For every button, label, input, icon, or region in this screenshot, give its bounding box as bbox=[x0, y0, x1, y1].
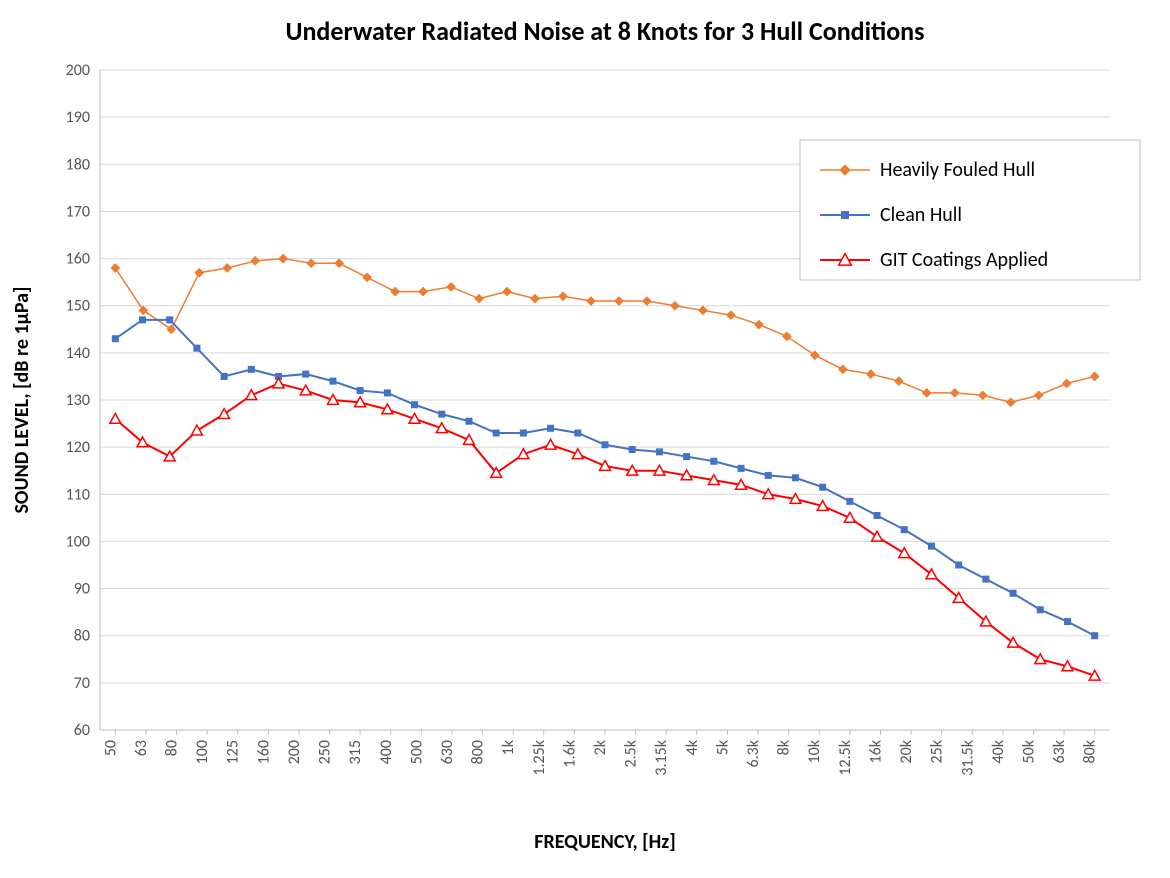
x-tick-label: 16k bbox=[866, 739, 885, 763]
y-tick-label: 180 bbox=[66, 155, 90, 174]
y-tick-label: 90 bbox=[74, 580, 90, 599]
y-tick-label: 110 bbox=[66, 485, 90, 504]
x-tick-label: 6.3k bbox=[744, 739, 763, 767]
y-tick-label: 130 bbox=[66, 391, 90, 410]
x-tick-label: 4k bbox=[683, 739, 702, 755]
y-tick-label: 100 bbox=[66, 532, 90, 551]
x-tick-label: 500 bbox=[407, 740, 426, 764]
y-axis-title: SOUND LEVEL, [dB re 1µPa] bbox=[10, 286, 34, 513]
y-tick-label: 150 bbox=[66, 297, 90, 316]
x-tick-label: 250 bbox=[316, 740, 335, 764]
x-tick-label: 20k bbox=[897, 739, 916, 763]
x-tick-label: 3.15k bbox=[652, 739, 671, 775]
x-tick-label: 40k bbox=[989, 739, 1008, 763]
x-tick-label: 63k bbox=[1050, 739, 1069, 763]
x-tick-label: 2.5k bbox=[622, 739, 641, 767]
y-tick-label: 80 bbox=[74, 627, 90, 646]
x-tick-label: 160 bbox=[254, 740, 273, 764]
x-tick-label: 31.5k bbox=[958, 739, 977, 775]
x-tick-label: 100 bbox=[193, 740, 212, 764]
legend-label: Heavily Fouled Hull bbox=[880, 158, 1035, 182]
x-tick-label: 50 bbox=[101, 740, 120, 756]
x-tick-label: 12.5k bbox=[836, 739, 855, 775]
x-tick-label: 63 bbox=[132, 740, 151, 756]
x-tick-label: 400 bbox=[377, 740, 396, 764]
x-tick-label: 10k bbox=[805, 739, 824, 763]
x-axis-title: FREQUENCY, [Hz] bbox=[534, 830, 675, 854]
y-tick-label: 170 bbox=[66, 202, 90, 221]
x-tick-label: 8k bbox=[775, 739, 794, 755]
x-tick-label: 2k bbox=[591, 739, 610, 755]
x-tick-label: 630 bbox=[438, 740, 457, 764]
x-tick-label: 315 bbox=[346, 740, 365, 764]
x-tick-label: 1.25k bbox=[530, 739, 549, 775]
y-tick-label: 140 bbox=[66, 344, 90, 363]
y-tick-label: 200 bbox=[66, 61, 90, 80]
x-tick-label: 80k bbox=[1081, 739, 1100, 763]
legend-label: GIT Coatings Applied bbox=[880, 248, 1048, 272]
x-tick-label: 5k bbox=[713, 739, 732, 755]
chart-title: Underwater Radiated Noise at 8 Knots for… bbox=[285, 15, 924, 47]
y-tick-label: 160 bbox=[66, 250, 90, 269]
x-tick-label: 25k bbox=[928, 739, 947, 763]
y-tick-label: 120 bbox=[66, 438, 90, 457]
y-tick-label: 190 bbox=[66, 108, 90, 127]
x-tick-label: 1.6k bbox=[560, 739, 579, 767]
x-tick-label: 80 bbox=[163, 740, 182, 756]
x-tick-label: 200 bbox=[285, 740, 304, 764]
chart-container: Underwater Radiated Noise at 8 Knots for… bbox=[0, 0, 1170, 878]
y-tick-label: 60 bbox=[74, 721, 90, 740]
x-tick-label: 50k bbox=[1019, 739, 1038, 763]
x-tick-label: 800 bbox=[469, 740, 488, 764]
x-tick-label: 1k bbox=[499, 739, 518, 755]
y-tick-label: 70 bbox=[74, 674, 90, 693]
legend-label: Clean Hull bbox=[880, 203, 962, 227]
line-chart: Underwater Radiated Noise at 8 Knots for… bbox=[0, 0, 1170, 878]
legend: Heavily Fouled Hull Clean Hull GIT Coating… bbox=[800, 140, 1140, 280]
x-tick-label: 125 bbox=[224, 740, 243, 764]
